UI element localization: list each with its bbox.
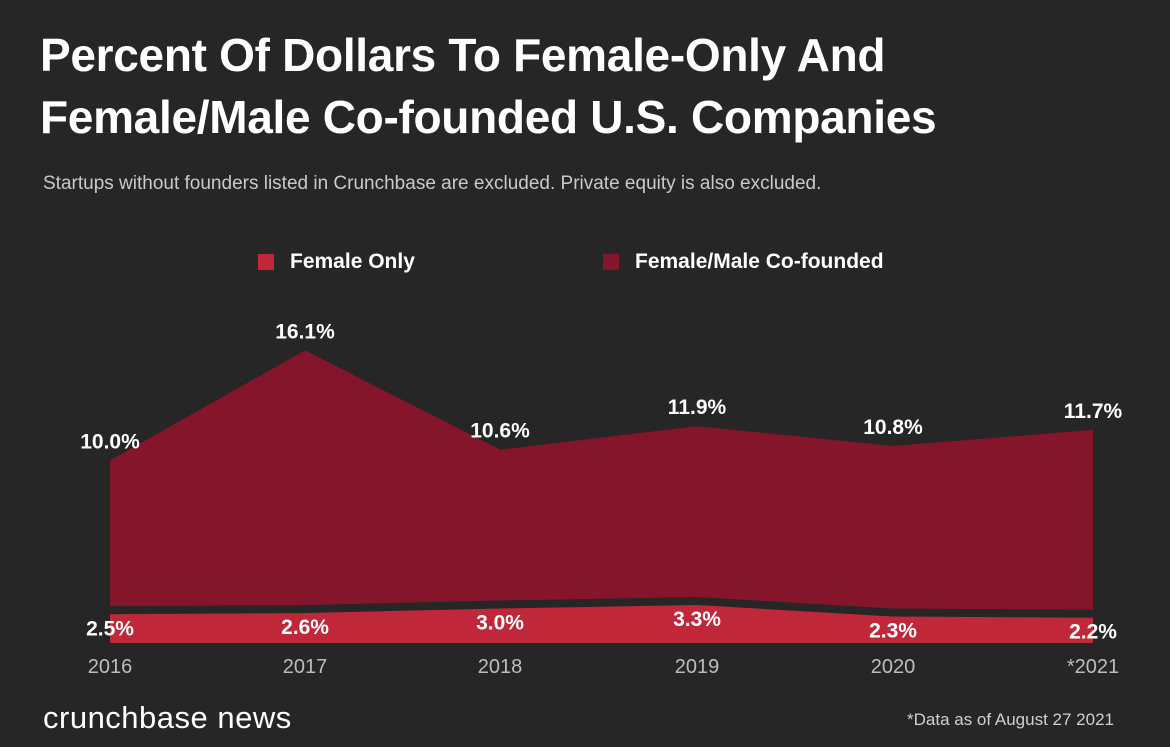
data-label-female-only: 2.5% <box>86 617 134 640</box>
legend-label-female-only: Female Only <box>290 250 415 273</box>
brand-logo-text: crunchbase news <box>43 700 292 735</box>
data-label-female-only: 2.2% <box>1069 621 1117 644</box>
chart-title-line-1: Percent Of Dollars To Female-Only And <box>40 29 886 81</box>
legend-item-co-founded: Female/Male Co-founded <box>603 248 884 276</box>
data-label-co-founded: 11.7% <box>1064 400 1123 423</box>
data-label-co-founded: 16.1% <box>275 320 335 343</box>
data-label-co-founded: 10.0% <box>80 431 140 454</box>
x-tick-label: 2019 <box>675 656 720 678</box>
legend-item-female-only: Female Only <box>258 248 415 276</box>
chart-title: Percent Of Dollars To Female-Only And Fe… <box>40 24 1140 148</box>
chart-title-line-2: Female/Male Co-founded U.S. Companies <box>40 91 937 143</box>
x-tick-label: 2016 <box>88 656 133 678</box>
data-label-female-only: 2.3% <box>869 620 917 643</box>
area-female-only <box>110 605 1093 643</box>
data-label-co-founded: 11.9% <box>668 396 727 419</box>
data-label-female-only: 3.3% <box>673 608 721 631</box>
area-co-founded <box>110 350 1093 610</box>
data-label-co-founded: 10.8% <box>863 416 923 439</box>
legend-label-co-founded: Female/Male Co-founded <box>635 250 884 273</box>
data-label-female-only: 3.0% <box>476 612 524 635</box>
data-label-female-only: 2.6% <box>281 616 329 639</box>
x-tick-label: *2021 <box>1067 656 1119 678</box>
legend-swatch-female-only <box>258 254 274 270</box>
chart-subtitle: Startups without founders listed in Crun… <box>43 173 822 194</box>
data-footnote: *Data as of August 27 2021 <box>907 710 1114 729</box>
legend-swatch-co-founded <box>603 254 619 270</box>
data-label-co-founded: 10.6% <box>470 420 530 443</box>
x-tick-label: 2018 <box>478 656 523 678</box>
x-tick-label: 2020 <box>871 656 916 678</box>
x-tick-label: 2017 <box>283 656 328 678</box>
